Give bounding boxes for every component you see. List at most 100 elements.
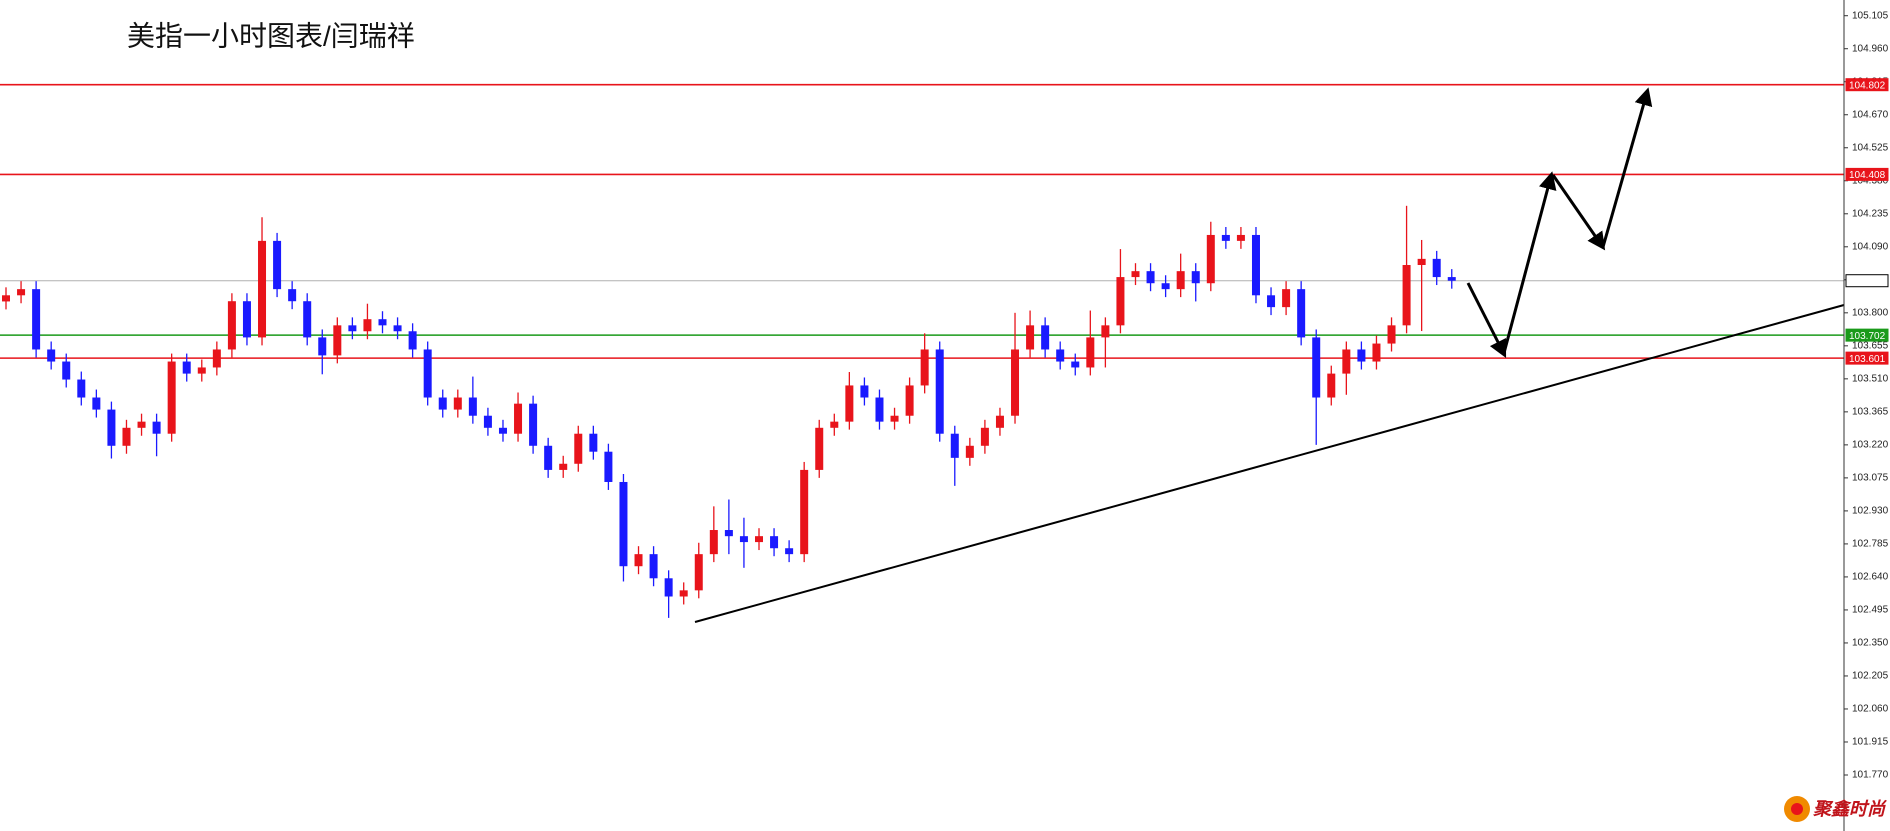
y-tick-label: 102.785 — [1852, 539, 1889, 550]
candle-body — [1342, 349, 1351, 374]
candle-body — [122, 427, 131, 446]
candle-body — [77, 379, 86, 398]
y-tick-label: 102.640 — [1852, 572, 1889, 583]
candle-body — [1071, 361, 1080, 368]
trend-line — [694, 304, 1845, 623]
arrow-up — [1502, 171, 1557, 354]
candle-body — [559, 463, 568, 470]
candle-body — [1011, 349, 1020, 416]
candle-body — [483, 415, 492, 428]
candle-body — [830, 421, 839, 428]
candle-body — [363, 319, 372, 332]
level-badge — [1845, 328, 1889, 342]
level-badge — [1845, 274, 1889, 288]
level-badge — [1845, 167, 1889, 181]
candle-body — [1387, 325, 1396, 344]
y-tick-label: 103.365 — [1852, 406, 1889, 417]
candle-body — [709, 530, 718, 555]
candle-body — [423, 349, 432, 398]
candle-body — [920, 349, 929, 386]
level-label: 103.702 — [1849, 331, 1886, 342]
y-tick-label: 103.800 — [1852, 307, 1889, 318]
candle-body — [1131, 271, 1140, 278]
candle-body — [1161, 283, 1170, 290]
candle-body — [1312, 337, 1321, 398]
candle-body — [860, 385, 869, 398]
candle-body — [453, 397, 462, 410]
candle-body — [1372, 343, 1381, 362]
level-label: 104.408 — [1849, 170, 1886, 181]
candle-body — [1402, 265, 1411, 326]
candle-body — [468, 397, 477, 416]
candle-body — [137, 421, 146, 428]
y-tick-label: 102.930 — [1852, 506, 1889, 517]
y-tick-label: 104.960 — [1852, 43, 1889, 54]
candle-body — [1041, 325, 1050, 350]
candle-body — [1086, 337, 1095, 368]
candle-body — [1327, 373, 1336, 398]
y-tick-label: 104.670 — [1852, 109, 1889, 120]
candle-body — [649, 554, 658, 579]
candle-body — [1146, 271, 1155, 284]
y-tick-label: 102.205 — [1852, 671, 1889, 682]
candle-body — [619, 481, 628, 567]
candle-body — [1221, 234, 1230, 241]
candle-body — [167, 361, 176, 434]
candle-body — [258, 240, 267, 338]
candle-body — [724, 530, 733, 537]
candle-body — [1206, 234, 1215, 284]
y-tick-label: 101.770 — [1852, 770, 1889, 781]
y-tick-label: 104.525 — [1852, 142, 1889, 153]
y-tick-label: 105.105 — [1852, 10, 1889, 21]
candles — [2, 205, 1456, 618]
logo-icon-inner — [1791, 803, 1803, 815]
candle-body — [408, 331, 417, 350]
candle-body — [770, 536, 779, 549]
candle-body — [378, 319, 387, 326]
candle-body — [1236, 234, 1245, 241]
candle-body — [800, 469, 809, 555]
level-label: 103.941 — [1849, 276, 1886, 287]
candle-body — [785, 548, 794, 555]
candle-body — [197, 367, 206, 374]
candle-body — [227, 301, 236, 350]
candle-body — [333, 325, 342, 356]
y-tick-label: 101.915 — [1852, 737, 1889, 748]
candle-body — [1116, 277, 1125, 326]
candle-body — [845, 385, 854, 422]
candle-body — [288, 289, 297, 302]
y-tick-label: 104.090 — [1852, 241, 1889, 252]
candle-body — [950, 433, 959, 458]
candle-body — [679, 590, 688, 597]
candle-body — [544, 445, 553, 470]
candle-body — [739, 536, 748, 543]
candle-body — [62, 361, 71, 380]
y-tick-label: 102.495 — [1852, 605, 1889, 616]
candle-body — [1191, 271, 1200, 284]
candle-body — [1056, 349, 1065, 362]
arrow-up — [1601, 87, 1653, 248]
candle-body — [980, 427, 989, 446]
candle-body — [529, 403, 538, 446]
candle-body — [1026, 325, 1035, 350]
candle-body — [1297, 289, 1306, 338]
candle-body — [1267, 295, 1276, 308]
candle-body — [1176, 271, 1185, 290]
candle-body — [348, 325, 357, 332]
candle-body — [815, 427, 824, 470]
candle-body — [995, 415, 1004, 428]
candle-body — [905, 385, 914, 416]
candle-body — [242, 301, 251, 338]
candle-body — [152, 421, 161, 434]
candle-body — [303, 301, 312, 338]
candle-body — [318, 337, 327, 356]
candle-body — [393, 325, 402, 332]
candle-body — [498, 427, 507, 434]
y-tick-label: 102.350 — [1852, 638, 1889, 649]
candle-body — [875, 397, 884, 422]
level-badges: 104.802 104.408 103.941 103.702 103.601 — [1845, 78, 1889, 365]
y-tick-label: 103.075 — [1852, 473, 1889, 484]
level-badge — [1845, 78, 1889, 92]
